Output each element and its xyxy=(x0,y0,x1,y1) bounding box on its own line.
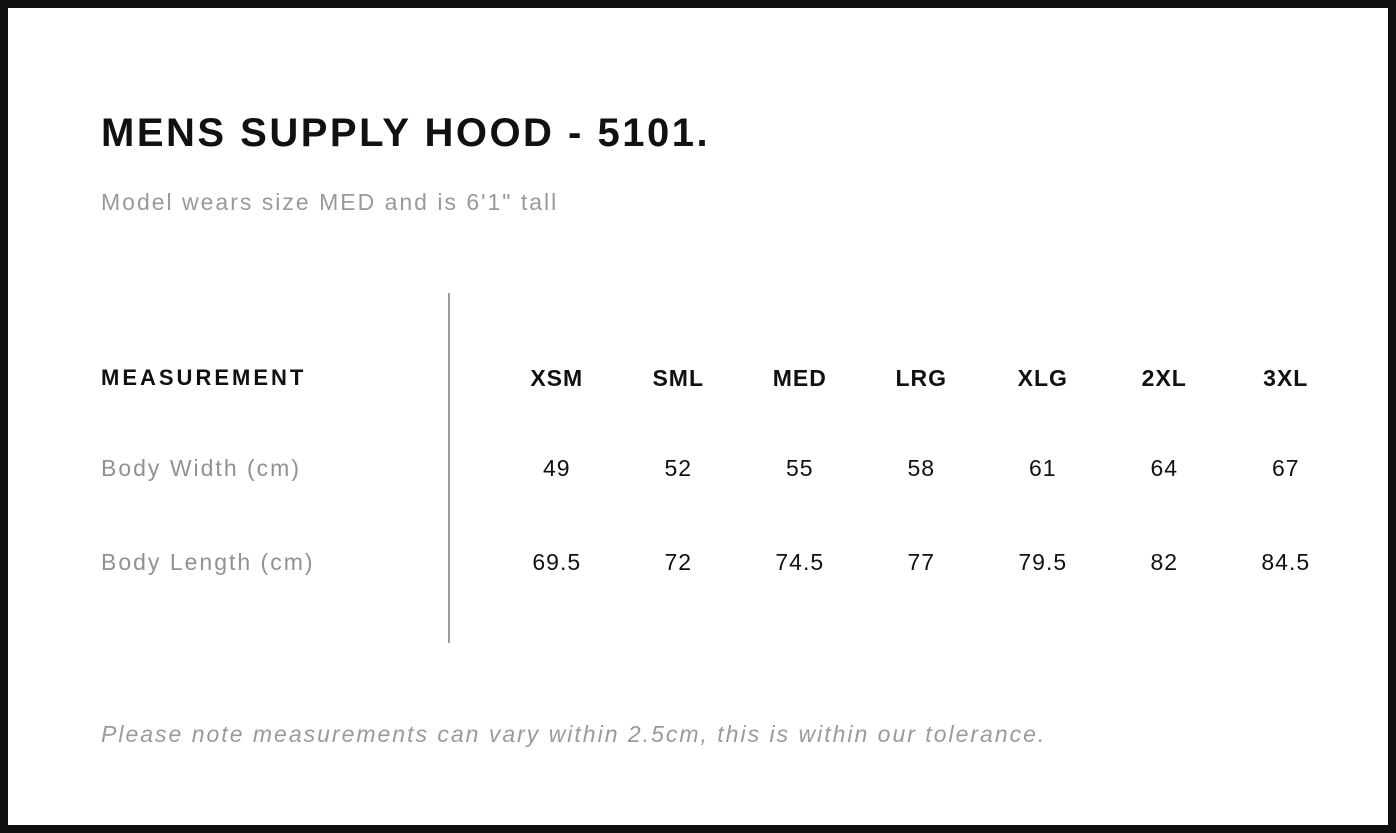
size-column-header-sml: SML xyxy=(652,364,705,391)
size-column-header-lrg: LRG xyxy=(895,364,948,391)
measurement-column-header: MEASUREMENT xyxy=(101,365,307,390)
page-title: MENS SUPPLY HOOD - 5101. xyxy=(101,111,711,155)
body-width-value-2xl: 64 xyxy=(1150,454,1179,481)
body-length-value-3xl: 84.5 xyxy=(1261,548,1311,575)
size-column-header-med: MED xyxy=(772,364,827,391)
tolerance-note: Please note measurements can vary within… xyxy=(101,721,1047,747)
body-width-value-xsm: 49 xyxy=(542,454,571,481)
body-width-value-med: 55 xyxy=(785,454,814,481)
size-table: MEASUREMENT XSM SML MED LRG XLG 2XL 3XL … xyxy=(101,338,1347,606)
size-column-header-xsm: XSM xyxy=(530,364,584,391)
body-length-value-med: 74.5 xyxy=(775,548,825,575)
size-column-header-3xl: 3XL xyxy=(1263,364,1309,391)
body-width-value-xlg: 61 xyxy=(1028,454,1057,481)
body-length-value-lrg: 77 xyxy=(907,548,936,575)
body-width-value-lrg: 58 xyxy=(907,454,936,481)
row-label-body-width: Body Width (cm) xyxy=(101,454,301,481)
table-divider xyxy=(448,293,450,643)
body-length-value-xsm: 69.5 xyxy=(532,548,582,575)
size-column-header-2xl: 2XL xyxy=(1141,364,1187,391)
row-label-body-length: Body Length (cm) xyxy=(101,548,315,575)
body-width-value-3xl: 67 xyxy=(1271,454,1300,481)
body-width-value-sml: 52 xyxy=(664,454,693,481)
body-length-value-sml: 72 xyxy=(664,548,693,575)
body-length-value-xlg: 79.5 xyxy=(1018,548,1068,575)
size-column-header-xlg: XLG xyxy=(1017,364,1068,391)
body-length-value-2xl: 82 xyxy=(1150,548,1179,575)
model-size-note: Model wears size MED and is 6'1" tall xyxy=(101,189,559,215)
